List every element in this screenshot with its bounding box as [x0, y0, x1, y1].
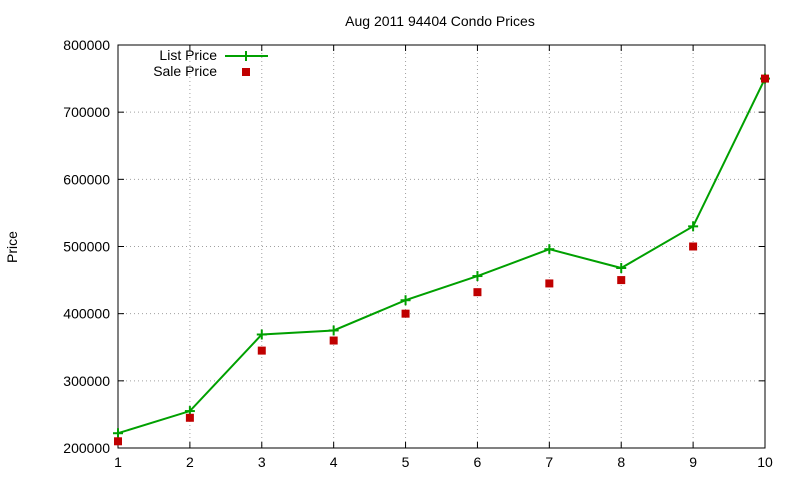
y-tick-label: 500000	[63, 239, 110, 255]
legend-label-sale-price: Sale Price	[153, 63, 217, 79]
y-tick-label: 400000	[63, 306, 110, 322]
x-tick-label: 3	[258, 454, 266, 470]
list-price-point	[113, 428, 123, 439]
legend-label-list-price: List Price	[159, 47, 217, 63]
sale-price-point	[114, 437, 122, 446]
list-price-point	[328, 325, 339, 336]
y-tick-label: 300000	[63, 373, 110, 389]
sale-price-point	[329, 336, 338, 345]
series	[113, 73, 770, 446]
list-price-point	[688, 221, 699, 232]
list-price-point	[544, 244, 555, 255]
legend-marker-sale-price	[242, 68, 250, 76]
chart-title: Aug 2011 94404 Condo Prices	[345, 13, 535, 29]
sale-price-point	[257, 346, 266, 355]
list-price-point	[400, 295, 411, 306]
x-tick-label: 10	[757, 454, 773, 470]
list-price-line	[117, 78, 766, 435]
sale-price-point	[617, 276, 626, 285]
plot-frame	[117, 44, 766, 449]
y-axis-label: Price	[4, 231, 20, 263]
ticks: 1 2 3 4 5 6 7 8 9 10 200000 300000 400000 500000 60000…	[63, 37, 773, 470]
x-tick-label: 9	[689, 454, 697, 470]
y-tick-label: 200000	[63, 440, 110, 456]
x-tick-label: 2	[186, 454, 194, 470]
y-tick-label: 600000	[63, 171, 110, 187]
sale-price-point	[401, 309, 410, 318]
y-tick-label: 800000	[63, 37, 110, 53]
legend-marker-list-price	[241, 51, 251, 61]
x-tick-label: 1	[114, 454, 122, 470]
x-tick-label: 8	[617, 454, 625, 470]
sale-price-point	[761, 74, 769, 83]
x-tick-label: 7	[545, 454, 553, 470]
sale-price-point	[689, 242, 698, 251]
list-price-point	[472, 271, 483, 282]
x-tick-label: 6	[474, 454, 482, 470]
y-tick-label: 700000	[63, 104, 110, 120]
sale-price-point	[473, 288, 482, 297]
list-price-point	[256, 329, 267, 340]
sale-price-point	[185, 413, 194, 422]
grid	[118, 45, 765, 448]
x-tick-label: 5	[402, 454, 410, 470]
legend: List Price Sale Price	[153, 47, 268, 79]
sale-price-point	[545, 279, 554, 288]
x-tick-label: 4	[330, 454, 338, 470]
list-price-point	[616, 262, 627, 273]
